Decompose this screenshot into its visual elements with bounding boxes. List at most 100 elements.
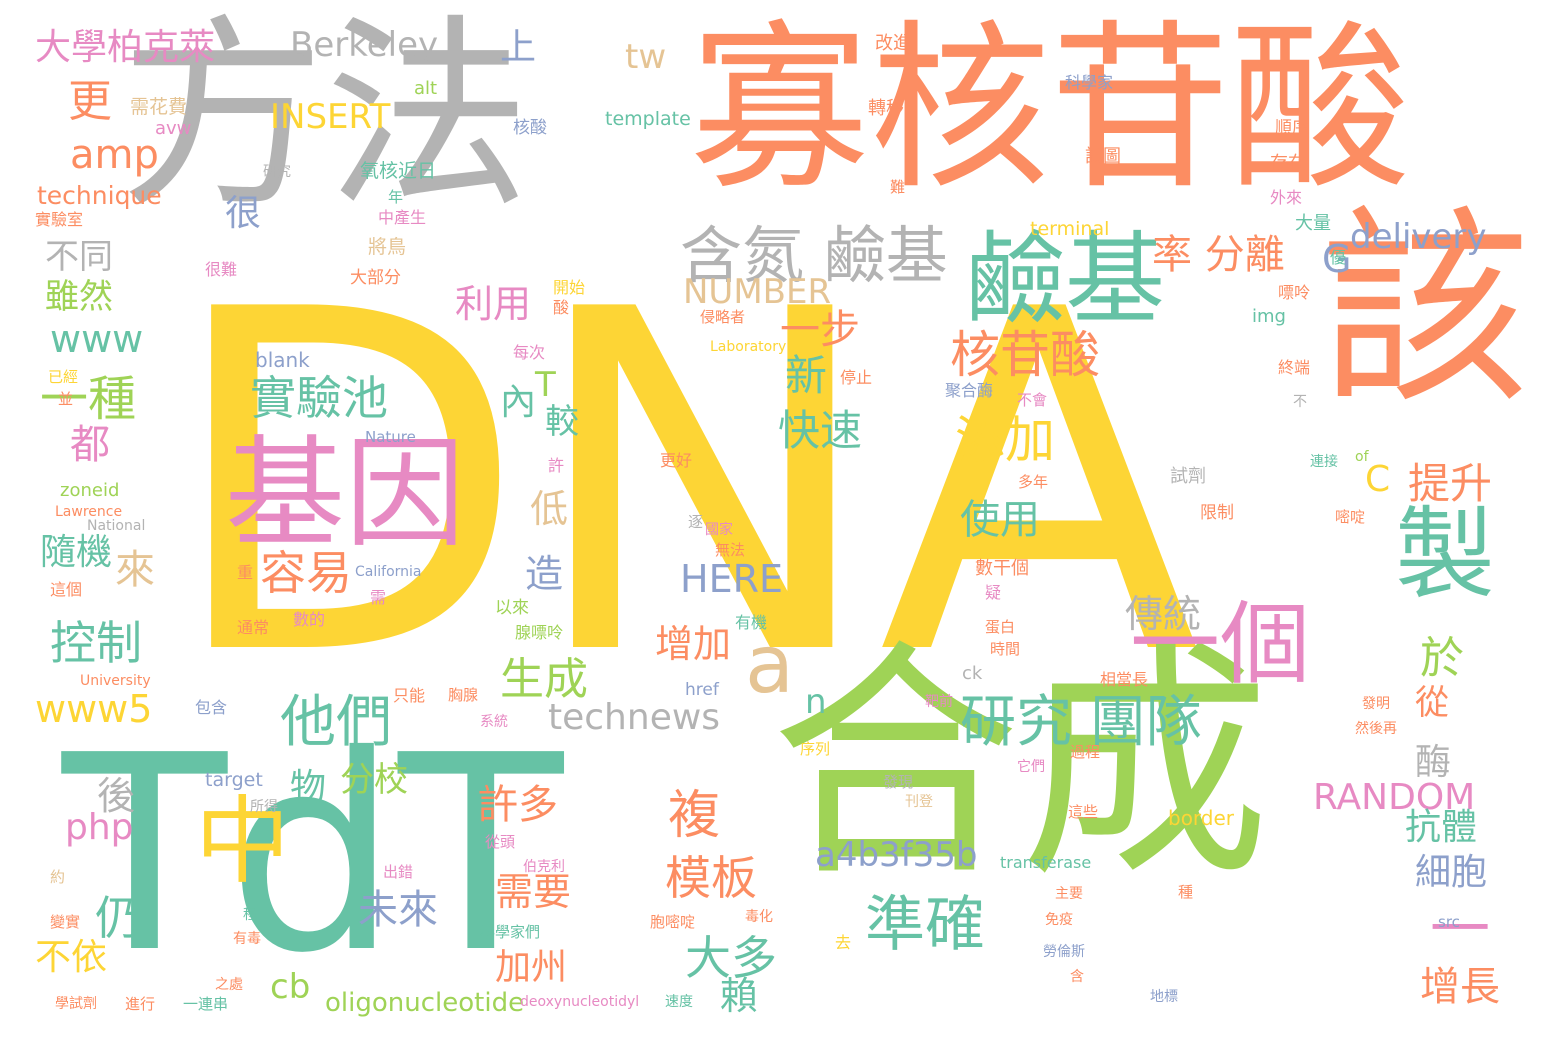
word-cloud-word: 試劑 (1170, 466, 1206, 487)
word-cloud-word: 通常 (237, 618, 270, 637)
word-cloud-word: href (685, 680, 719, 700)
word-cloud-word: 包含 (195, 698, 228, 717)
word-cloud-word: 仍 (95, 891, 141, 945)
word-cloud-word: 約 (50, 868, 66, 886)
word-cloud-word: 過程 (1070, 743, 1101, 761)
word-cloud-word: deoxynucleotidyl (520, 994, 640, 1010)
word-cloud-word: 合成 (770, 619, 1270, 910)
word-cloud-word: 嘌呤 (1278, 283, 1311, 302)
word-cloud-word: 酸 (553, 298, 570, 317)
word-cloud-word: 容易 (260, 546, 352, 600)
word-cloud-word: 之處 (215, 977, 243, 993)
word-cloud-word: 中 (195, 787, 291, 897)
word-cloud-word: 侵略者 (700, 308, 746, 326)
word-cloud-word: 聚合酶 (945, 381, 994, 400)
word-cloud-word: 然後再 (1355, 721, 1397, 737)
word-cloud-word: 大量 (1295, 213, 1331, 234)
word-cloud-word: 需要 (495, 870, 572, 914)
word-cloud-word: 蛋白 (985, 618, 1016, 636)
word-cloud-word: 伯克利 (523, 859, 565, 875)
word-cloud-word: 所得 (250, 799, 278, 815)
word-cloud-word: 變實 (50, 913, 81, 931)
word-cloud-word: 許多 (478, 782, 558, 828)
word-cloud-word: 控制 (50, 616, 142, 670)
word-cloud-word: 試圖 (1085, 146, 1121, 167)
word-cloud-word: 利用 (455, 282, 532, 326)
word-cloud-word: 他們 (280, 690, 392, 755)
word-cloud-word: 大多 (685, 931, 777, 985)
word-cloud-word: 添加 (955, 411, 1055, 469)
word-cloud-word: 來 (115, 547, 155, 593)
word-cloud-word: 地標 (1150, 989, 1178, 1005)
word-cloud-word: 連接 (1310, 454, 1338, 470)
word-cloud-word: 重 (237, 563, 254, 582)
word-cloud-word: 提升 (1408, 459, 1493, 508)
word-cloud-word: 不會 (1017, 391, 1048, 409)
word-cloud-word: 存在 (1270, 153, 1306, 174)
word-cloud-word: 未來 (358, 887, 438, 933)
word-cloud-word: 不依 (35, 937, 108, 978)
word-cloud-word: 轉移 (868, 98, 904, 119)
word-cloud-word: 限制 (1200, 503, 1234, 523)
word-cloud-word: University (80, 673, 151, 689)
word-cloud-word: 相當長 (1100, 670, 1149, 689)
word-cloud-word: 國家 (705, 522, 733, 538)
word-cloud-word: 它們 (1017, 759, 1045, 775)
word-cloud-word: 含氮 鹼基 (680, 219, 948, 292)
word-cloud-word: 逐 (688, 513, 704, 531)
word-cloud-word: 改進 (875, 33, 911, 54)
word-cloud-word: Lawrence (55, 504, 123, 520)
word-cloud-word: 腺嘌呤 (515, 623, 564, 642)
word-cloud-word: 只能 (393, 686, 426, 705)
word-cloud-word: 內 (500, 382, 537, 423)
word-cloud-word: 抗體 (1405, 807, 1478, 848)
word-cloud-word: 程 (243, 907, 257, 923)
word-cloud-word: 免疫 (1045, 912, 1073, 928)
word-cloud-word: 進行 (125, 995, 156, 1013)
word-cloud-word: 酶 (1415, 742, 1452, 783)
word-cloud-word: 快速 (778, 406, 863, 455)
word-cloud-word: 造 (525, 552, 564, 596)
word-cloud-word: 年 (388, 188, 404, 206)
word-cloud-word: 賴 (720, 974, 759, 1018)
word-cloud-word: 中產生 (378, 208, 427, 227)
word-cloud-word: 學試劑 (55, 996, 97, 1012)
word-cloud-word: TdT (62, 697, 564, 1012)
word-cloud-word: 隨機 (40, 532, 113, 573)
word-cloud-word: 勞倫斯 (1043, 944, 1085, 960)
word-cloud-word: 大學柏克萊 (35, 27, 216, 68)
word-cloud-word: 上 (500, 27, 537, 68)
word-cloud-word: blank (255, 348, 310, 372)
word-cloud-word: Nature (365, 428, 416, 446)
word-cloud-word: 科學家 (1065, 73, 1114, 92)
word-cloud-word: 無法 (715, 541, 746, 559)
word-cloud-word: www (50, 317, 144, 361)
word-cloud-word: 生成 (500, 654, 588, 705)
word-cloud-word: 低 (530, 487, 569, 531)
word-cloud-word: php (65, 807, 134, 848)
word-cloud-word: 實驗室 (35, 210, 84, 229)
word-cloud-word: zoneid (60, 480, 120, 501)
word-cloud-word: 毒化 (745, 909, 773, 925)
word-cloud-word: 方法 (120, 0, 530, 236)
word-cloud-word: 於 (1420, 633, 1464, 684)
word-cloud-word: src (1438, 913, 1460, 931)
word-cloud-word: 這個 (50, 580, 83, 599)
word-cloud-word: delivery (1350, 217, 1487, 257)
word-cloud-word: 刊登 (905, 794, 933, 810)
word-cloud-word: 發明 (1362, 696, 1390, 712)
word-cloud-word: 這些 (1068, 803, 1099, 821)
word-cloud-word: 實驗池 (250, 371, 388, 425)
word-cloud-word: 疑 (985, 583, 1002, 602)
word-cloud-word: 停止 (840, 368, 873, 387)
word-cloud-word: 數干個 (975, 558, 1029, 579)
word-cloud-word: technique (37, 181, 162, 210)
word-cloud-word: 主要 (1055, 886, 1083, 902)
word-cloud-word: Laboratory (710, 339, 787, 355)
word-cloud-word: 胸腺 (448, 686, 479, 704)
word-cloud-word: 科學家們 (480, 923, 541, 941)
word-cloud-word: www5 (35, 687, 153, 731)
word-cloud-word: 多年 (1018, 473, 1049, 491)
word-cloud-word: 雖然 (45, 277, 113, 317)
